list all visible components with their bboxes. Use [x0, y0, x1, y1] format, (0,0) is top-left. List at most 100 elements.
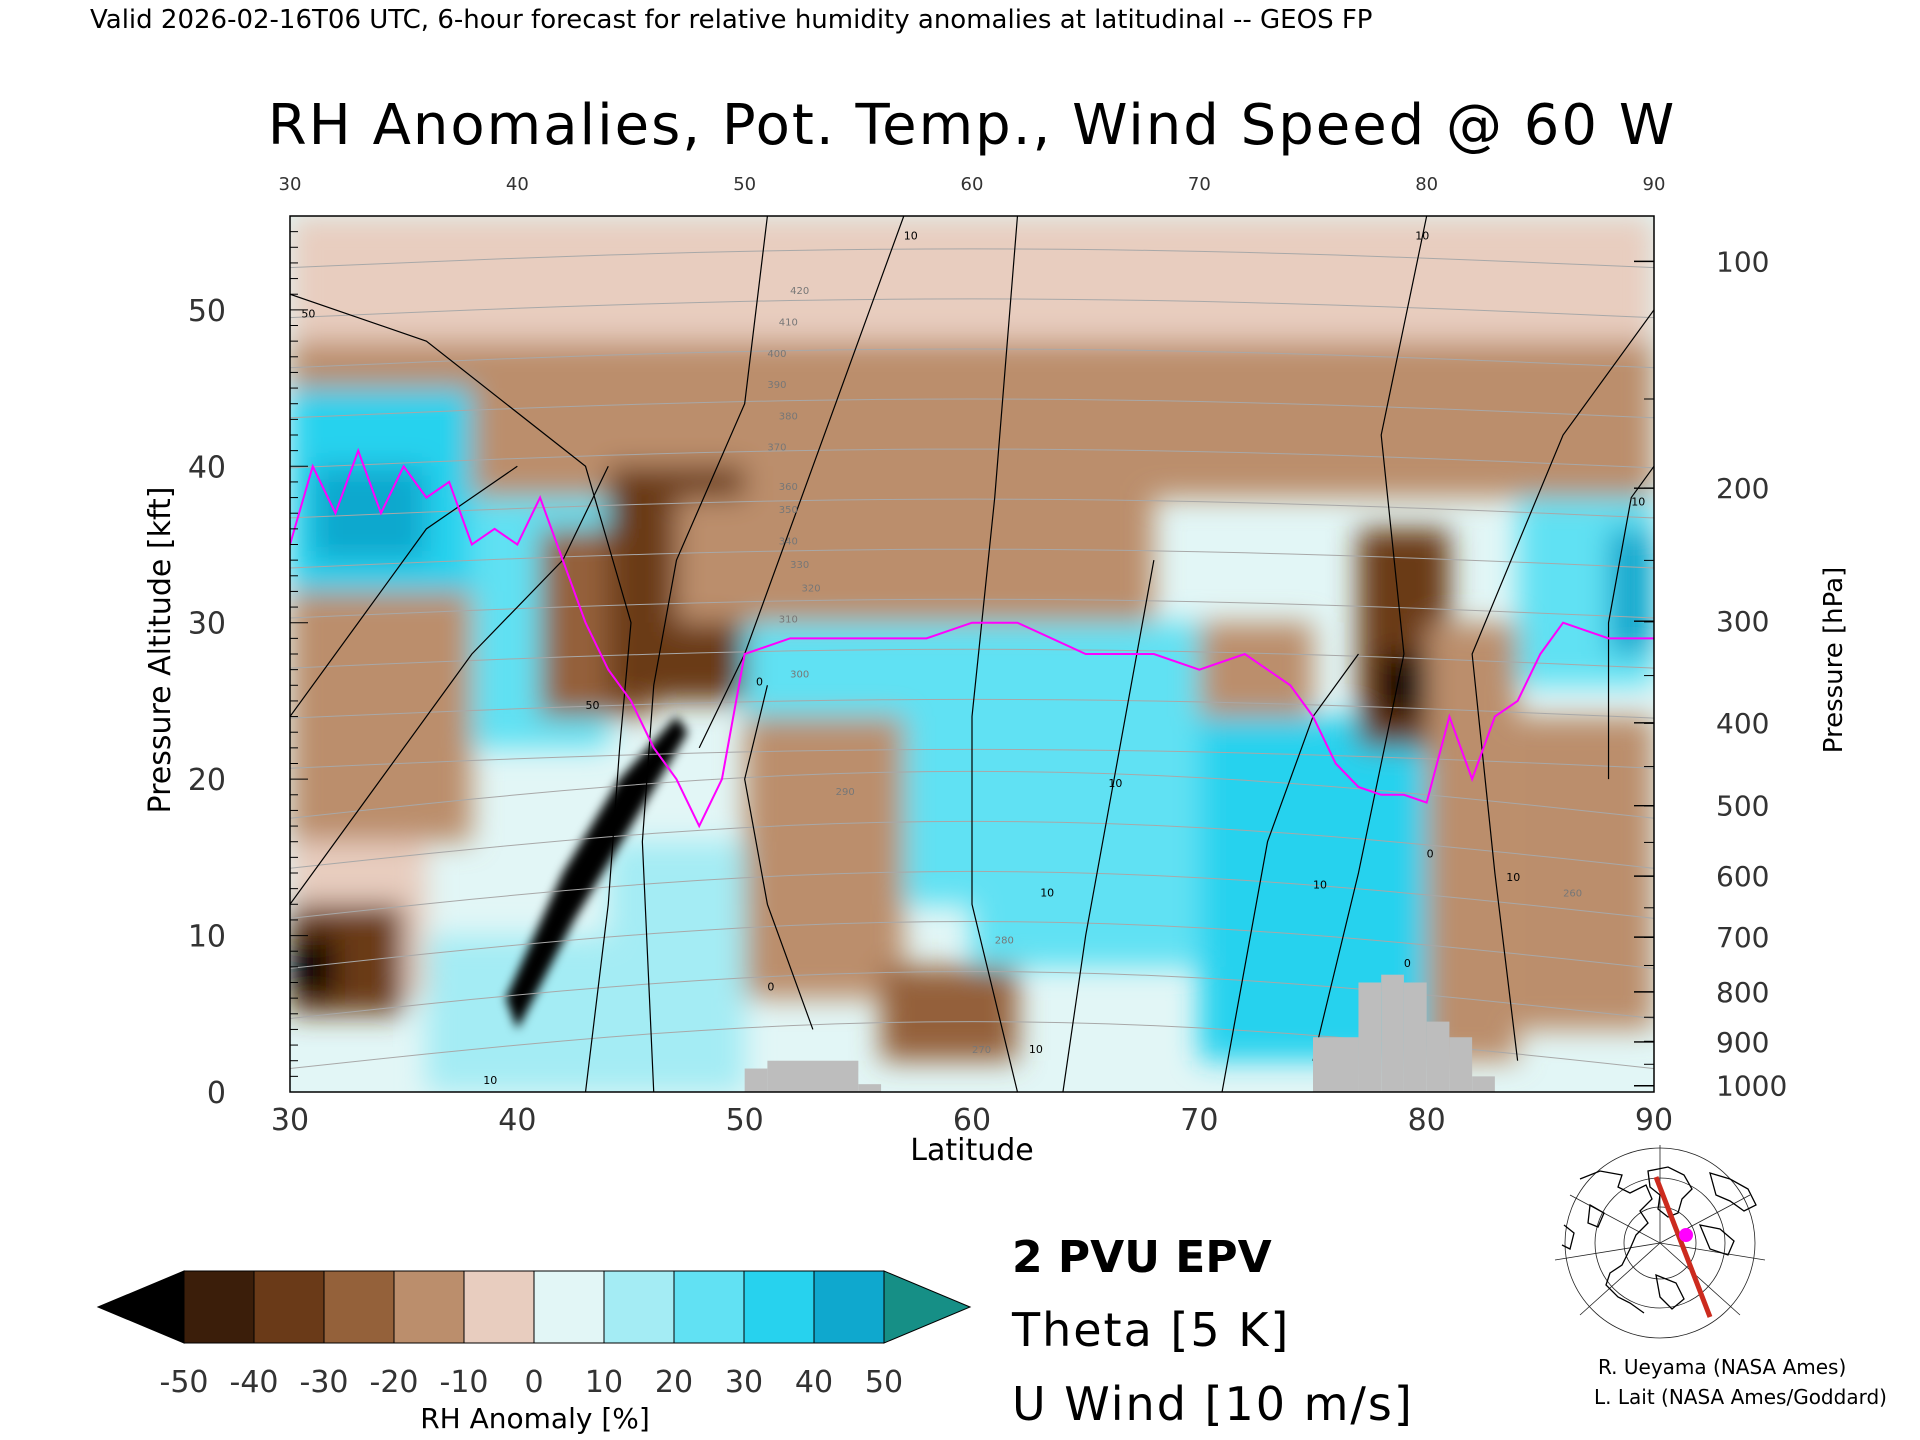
topo-block-4	[1358, 982, 1382, 1092]
wind-contour-5	[1471, 309, 1654, 1061]
topo-block-2	[858, 1084, 882, 1092]
colorbar	[96, 1270, 972, 1344]
colorbar-bin-1	[253, 1270, 325, 1344]
colorbar-tick-3: -20	[370, 1365, 419, 1400]
x-top-tick-40: 40	[506, 174, 529, 195]
colorbar-tick-1: -40	[230, 1365, 279, 1400]
colorbar-bin-7	[673, 1270, 745, 1344]
u-wind-contours	[290, 216, 1654, 1092]
x-tick-30: 30	[271, 1103, 309, 1138]
topo-block-8	[1449, 1037, 1473, 1092]
rh-region-23	[1517, 716, 1654, 1030]
colorbar-bin-6	[603, 1270, 675, 1344]
topo-block-0	[744, 1068, 768, 1092]
y-tick-30: 30	[188, 607, 226, 642]
theta-label-1: 410	[779, 318, 798, 329]
wind-label-9: 10	[1108, 777, 1122, 790]
wind-label-11: 10	[1631, 495, 1645, 508]
wind-label-6: 10	[1506, 871, 1520, 884]
wind-contour-6	[290, 466, 609, 905]
chart-title: RH Anomalies, Pot. Temp., Wind Speed @ 6…	[268, 93, 1676, 158]
theta-label-13: 290	[836, 787, 855, 798]
colorbar-tick-9: 40	[795, 1365, 833, 1400]
pressure-tick-200: 200	[1716, 472, 1769, 505]
x-top-tick-90: 90	[1643, 174, 1666, 195]
rh-anomaly-field	[290, 216, 1654, 1092]
theta-label-12: 300	[790, 669, 809, 680]
contour-labels: 420 410 400 390 380 370 360 350 340 330 320 310 300 2…	[301, 229, 1645, 1087]
theta-contour-410	[290, 298, 1654, 319]
colorbar-bin-2	[323, 1270, 395, 1344]
rh-band-shape	[505, 716, 688, 1030]
y-tick-20: 20	[188, 763, 226, 798]
colorbar-tick-10: 50	[865, 1365, 903, 1400]
rh-region-22	[1426, 622, 1518, 1061]
theta-label-11: 310	[779, 615, 798, 626]
theta-contour-390	[290, 398, 1654, 419]
colorbar-over-arrow	[883, 1270, 972, 1344]
wind-label-5: 10	[1313, 879, 1327, 892]
theta-label-16: 260	[1563, 888, 1582, 899]
rh-region-25	[1608, 528, 1654, 654]
colorbar-under-arrow	[96, 1270, 185, 1344]
y-tick-10: 10	[188, 920, 226, 955]
legend-theta: Theta [5 K]	[1011, 1303, 1290, 1357]
rh-region-15	[881, 966, 1018, 1061]
theta-label-14: 280	[995, 935, 1014, 946]
pressure-tick-600: 600	[1716, 860, 1769, 893]
topo-block-6	[1403, 982, 1427, 1092]
y-tick-0: 0	[207, 1076, 226, 1111]
rh-region-14	[744, 716, 904, 999]
pressure-tick-100: 100	[1716, 245, 1769, 278]
x-tick-80: 80	[1408, 1103, 1446, 1138]
pressure-tick-800: 800	[1716, 976, 1769, 1009]
pressure-tick-1000: 1000	[1716, 1070, 1787, 1103]
epv-2pvu-line	[290, 447, 1654, 829]
pressure-tick-300: 300	[1716, 605, 1769, 638]
wind-contour-7	[290, 465, 518, 717]
credit-line-2: L. Lait (NASA Ames/Goddard)	[1594, 1385, 1887, 1409]
colorbar-bin-4	[463, 1270, 535, 1344]
wind-label-1: 10	[1415, 229, 1429, 242]
wind-contour-1	[641, 216, 768, 1092]
theta-label-9: 330	[790, 560, 809, 571]
topo-block-1	[767, 1060, 859, 1092]
theta-contour-340	[290, 648, 1654, 669]
wind-label-12: 10	[483, 1074, 497, 1087]
x-tick-70: 70	[1180, 1103, 1218, 1138]
x-top-tick-30: 30	[279, 174, 302, 195]
colorbar-bin-5	[533, 1270, 605, 1344]
wind-label-4: 0	[756, 675, 763, 688]
wind-label-0: 10	[904, 229, 918, 242]
wind-label-13: 0	[767, 980, 774, 993]
x-tick-40: 40	[498, 1103, 536, 1138]
rh-region-1	[290, 341, 1654, 498]
topo-block-9	[1472, 1076, 1495, 1092]
inset-map	[1554, 1145, 1766, 1339]
theta-label-3: 390	[767, 380, 786, 391]
wind-contour-2	[698, 216, 905, 749]
x-top-tick-80: 80	[1415, 174, 1438, 195]
theta-contour-370	[290, 498, 1654, 519]
colorbar-label: RH Anomaly [%]	[420, 1402, 650, 1435]
wind-label-10: 10	[1040, 886, 1054, 899]
pressure-tick-400: 400	[1716, 707, 1769, 740]
top-tick-labels: 30 40 50 60 70 80 90	[279, 174, 1666, 195]
x-tick-50: 50	[726, 1103, 764, 1138]
colorbar-bin-3	[393, 1270, 465, 1344]
inset-marker	[1679, 1228, 1693, 1242]
theta-label-0: 420	[790, 286, 809, 297]
colorbar-bin-8	[743, 1270, 815, 1344]
inset-track	[1653, 1176, 1713, 1318]
theta-contour-420	[290, 248, 1654, 269]
valid-line: Valid 2026-02-16T06 UTC, 6-hour forecast…	[90, 5, 1372, 35]
theta-contour-380	[290, 448, 1654, 469]
rh-region-19	[1199, 622, 1313, 717]
theta-label-15: 270	[972, 1045, 991, 1056]
wind-contour-9	[1221, 653, 1359, 1092]
x-axis-label: Latitude	[910, 1133, 1033, 1168]
y-tick-50: 50	[188, 294, 226, 329]
theta-contours	[290, 248, 1654, 1070]
theta-label-2: 400	[767, 349, 786, 360]
